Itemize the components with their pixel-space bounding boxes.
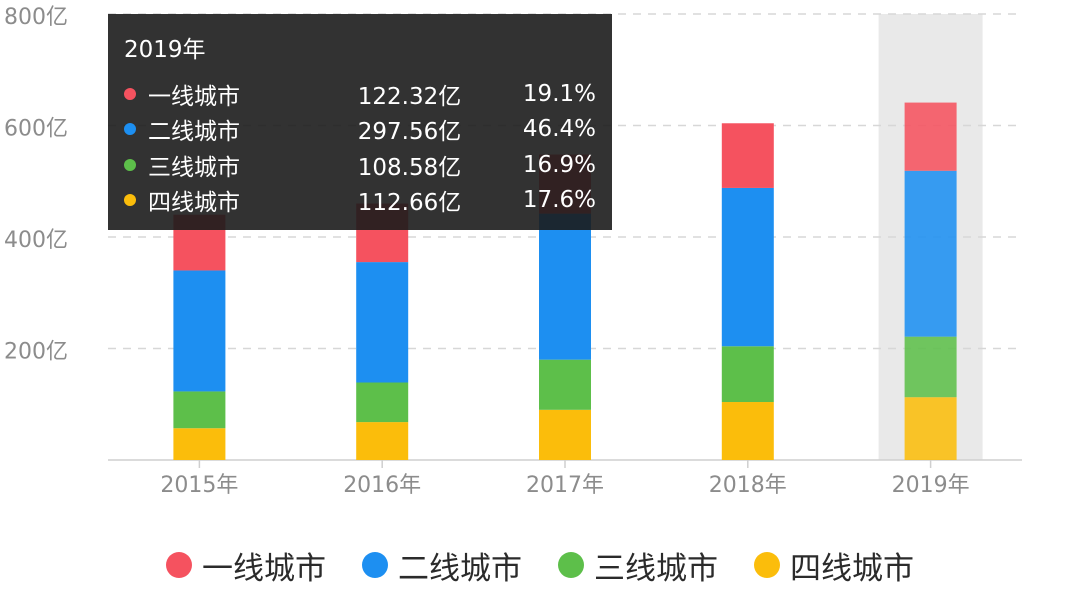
tooltip-series-name: 三线城市 bbox=[148, 154, 240, 181]
tooltip-row: 四线城市 112.66亿 17.6% bbox=[124, 183, 596, 219]
data-tooltip: 2019年 一线城市 122.32亿 19.1% 二线城市 297.56亿 46… bbox=[108, 14, 612, 230]
tooltip-series-name: 一线城市 bbox=[148, 83, 240, 110]
bar-segment bbox=[721, 123, 774, 188]
bar-segment bbox=[904, 336, 957, 398]
bar-segment bbox=[904, 102, 957, 171]
x-tick-label: 2019年 bbox=[892, 473, 970, 498]
tooltip-title: 2019年 bbox=[124, 37, 206, 63]
bar-segment bbox=[904, 397, 957, 460]
legend-label: 四线城市 bbox=[790, 550, 914, 587]
legend-color-dot bbox=[754, 552, 780, 578]
tooltip-series-percent: 19.1% bbox=[522, 80, 596, 107]
tooltip-series-value: 112.66亿 bbox=[357, 190, 462, 217]
legend-item-tier1[interactable]: 一线城市 bbox=[166, 543, 326, 588]
legend-color-dot bbox=[166, 552, 192, 578]
bar-segment bbox=[356, 262, 409, 383]
tooltip-row: 一线城市 122.32亿 19.1% bbox=[124, 76, 596, 112]
legend-item-tier4[interactable]: 四线城市 bbox=[754, 543, 914, 588]
x-tick-label: 2017年 bbox=[526, 473, 604, 498]
bar-segment bbox=[721, 402, 774, 460]
tooltip-series-percent: 17.6% bbox=[522, 187, 596, 214]
bar-segment bbox=[721, 346, 774, 403]
bar-segment bbox=[173, 428, 226, 460]
legend-color-dot bbox=[558, 552, 584, 578]
bar-segment bbox=[539, 409, 591, 460]
chart-legend: 一线城市 二线城市 三线城市 四线城市 bbox=[0, 540, 1080, 590]
bar-segment bbox=[721, 187, 774, 347]
tooltip-series-dot bbox=[124, 87, 136, 100]
legend-label: 二线城市 bbox=[398, 550, 522, 587]
y-tick-label: 200亿 bbox=[4, 340, 68, 365]
tooltip-series-value: 297.56亿 bbox=[357, 119, 462, 146]
y-tick-label: 800亿 bbox=[4, 5, 68, 30]
bar-segment bbox=[356, 382, 409, 423]
tooltip-row: 二线城市 297.56亿 46.4% bbox=[124, 112, 596, 148]
bar-segment bbox=[904, 170, 957, 337]
x-tick-label: 2018年 bbox=[709, 473, 787, 498]
tooltip-series-name: 四线城市 bbox=[148, 190, 240, 217]
legend-color-dot bbox=[362, 552, 388, 578]
y-tick-label: 400亿 bbox=[4, 228, 68, 253]
legend-item-tier2[interactable]: 二线城市 bbox=[362, 543, 522, 588]
legend-label: 三线城市 bbox=[594, 550, 718, 587]
tooltip-series-dot bbox=[124, 158, 136, 171]
tooltip-row: 三线城市 108.58亿 16.9% bbox=[124, 147, 596, 183]
bar-segment bbox=[173, 391, 226, 429]
tooltip-series-dot bbox=[124, 123, 136, 136]
legend-item-tier3[interactable]: 三线城市 bbox=[558, 543, 718, 588]
tooltip-series-value: 108.58亿 bbox=[357, 154, 462, 181]
y-tick-label: 600亿 bbox=[4, 117, 68, 142]
tooltip-series-dot bbox=[124, 194, 136, 207]
tooltip-series-value: 122.32亿 bbox=[357, 83, 462, 110]
bar-segment bbox=[356, 422, 409, 460]
bar-segment bbox=[173, 270, 226, 392]
x-tick-label: 2016年 bbox=[343, 473, 421, 498]
bar-segment bbox=[539, 213, 591, 360]
bar-segment bbox=[539, 359, 591, 410]
tooltip-series-percent: 16.9% bbox=[522, 151, 596, 178]
tooltip-series-percent: 46.4% bbox=[522, 116, 596, 143]
tooltip-series-name: 二线城市 bbox=[148, 119, 240, 146]
x-tick-label: 2015年 bbox=[160, 473, 238, 498]
legend-label: 一线城市 bbox=[202, 550, 326, 587]
